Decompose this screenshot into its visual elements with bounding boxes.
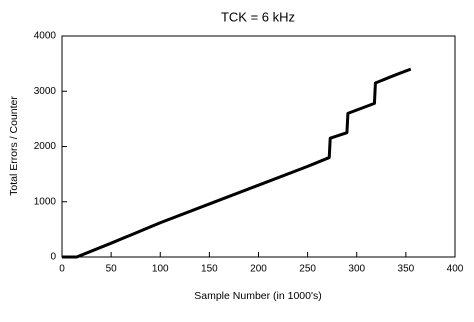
y-tick-label: 3000 — [34, 86, 57, 97]
x-tick-label: 350 — [398, 264, 415, 275]
x-tick-label: 250 — [299, 264, 316, 275]
y-axis-label: Total Errors / Counter — [8, 96, 20, 196]
x-tick-label: 300 — [348, 264, 365, 275]
y-tick-label: 2000 — [34, 141, 57, 152]
x-tick-label: 200 — [250, 264, 267, 275]
x-tick-label: 150 — [201, 264, 218, 275]
x-tick-label: 400 — [447, 264, 464, 275]
data-line — [62, 67, 412, 259]
x-tick-label: 50 — [106, 264, 118, 275]
plot-frame — [61, 35, 456, 258]
y-tick-label: 0 — [50, 252, 56, 263]
chart-title: TCK = 6 kHz — [221, 9, 295, 24]
x-axis-label: Sample Number (in 1000's) — [194, 290, 321, 302]
y-tick-label: 4000 — [34, 31, 57, 42]
y-tick-label: 1000 — [34, 196, 57, 207]
x-tick-label: 100 — [152, 264, 169, 275]
x-tick-label: 0 — [59, 264, 65, 275]
